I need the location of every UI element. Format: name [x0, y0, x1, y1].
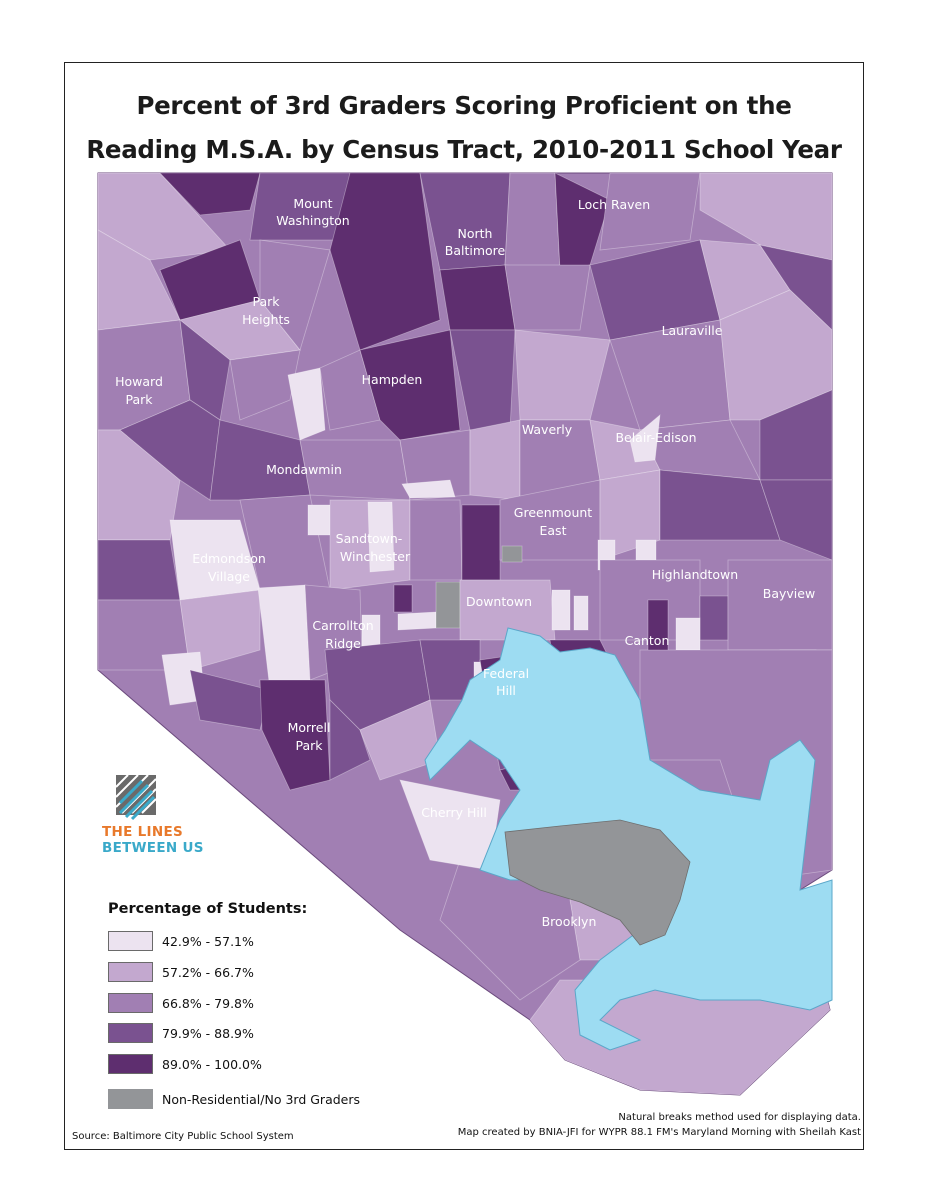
tract [439, 264, 516, 331]
tract [229, 349, 301, 421]
tract [367, 501, 395, 573]
label-park-heights-2: Heights [242, 312, 290, 327]
logo-text-line-1: THE LINES [102, 824, 183, 840]
tract [469, 419, 521, 501]
method-note: Natural breaks method used for displayin… [618, 1112, 861, 1123]
legend-swatch [108, 1089, 153, 1109]
legend-label: 89.0% - 100.0% [162, 1056, 262, 1072]
label-carrollton-1: Carrollton [312, 618, 373, 633]
tract [329, 699, 371, 781]
legend-label: 79.9% - 88.9% [162, 1025, 254, 1041]
label-mount-washington-1: Mount [293, 196, 332, 211]
logo-text-line-2: BETWEEN US [102, 840, 204, 856]
legend-swatch [108, 931, 153, 951]
legend-label: 57.2% - 66.7% [162, 964, 254, 980]
tract [759, 389, 832, 481]
label-howard-park-1: Howard [115, 374, 163, 389]
label-carrollton-2: Ridge [325, 636, 361, 651]
label-cherry-hill: Cherry Hill [421, 805, 487, 820]
legend-swatch [108, 1054, 153, 1074]
tract [727, 559, 832, 651]
tract [504, 264, 591, 331]
tract [329, 173, 441, 351]
label-mondawmin: Mondawmin [266, 462, 342, 477]
map-title: Percent of 3rd Graders Scoring Proficien… [64, 84, 864, 172]
label-bayview: Bayview [763, 586, 815, 601]
tract [359, 329, 461, 441]
tract [393, 584, 413, 613]
label-downtown: Downtown [466, 594, 532, 609]
label-edmondson-2: Village [208, 569, 250, 584]
label-howard-park-2: Park [125, 392, 153, 407]
tract [397, 611, 437, 631]
non-residential-area [504, 819, 691, 946]
label-north-baltimore-1: North [458, 226, 493, 241]
tract [435, 581, 461, 629]
legend-swatch [108, 993, 153, 1013]
legend-title: Percentage of Students: [108, 901, 308, 917]
label-park-heights-1: Park [252, 294, 280, 309]
label-morrell-park-1: Morrell [288, 720, 331, 735]
source-note: Source: Baltimore City Public School Sys… [72, 1131, 294, 1142]
label-north-baltimore-2: Baltimore [445, 243, 506, 258]
tract [98, 539, 181, 601]
tract [759, 479, 832, 561]
label-greenmount-east-1: Greenmount [514, 505, 593, 520]
label-sandtown-2: Winchester [340, 549, 411, 564]
credit-note: Map created by BNIA-JFI for WYPR 88.1 FM… [457, 1127, 861, 1138]
tract [504, 173, 561, 271]
label-sandtown-1: Sandtown- [336, 531, 403, 546]
legend-item: 42.9% - 57.1% [108, 930, 254, 952]
tract [409, 499, 463, 581]
tract [629, 414, 661, 463]
legend-item: 66.8% - 79.8% [108, 992, 254, 1014]
label-edmondson-1: Edmondson [192, 551, 266, 566]
label-federal-hill-2: Hill [496, 683, 516, 698]
label-loch-raven: Loch Raven [578, 197, 650, 212]
tract [98, 173, 231, 261]
label-brooklyn: Brooklyn [542, 914, 597, 929]
tract [259, 679, 331, 791]
label-lauraville: Lauraville [662, 323, 723, 338]
label-canton: Canton [625, 633, 670, 648]
legend-item: 57.2% - 66.7% [108, 961, 254, 983]
title-line-2: Reading M.S.A. by Census Tract, 2010-201… [86, 135, 842, 164]
tract [599, 173, 701, 251]
tract [573, 595, 589, 631]
label-morrell-park-2: Park [295, 738, 323, 753]
the-lines-between-us-logo-icon [115, 774, 157, 821]
tract [401, 479, 456, 499]
tract [287, 367, 326, 441]
label-hampden: Hampden [362, 372, 423, 387]
legend-swatch [108, 1023, 153, 1043]
tract [699, 595, 729, 641]
label-federal-hill-1: Federal [483, 666, 529, 681]
legend-swatch [108, 962, 153, 982]
legend-label: Non-Residential/No 3rd Graders [162, 1091, 361, 1107]
title-line-1: Percent of 3rd Graders Scoring Proficien… [136, 91, 792, 120]
tract [189, 669, 271, 731]
tract [159, 173, 261, 216]
label-greenmount-east-2: East [540, 523, 567, 538]
tract [675, 617, 701, 651]
label-mount-washington-2: Washington [276, 213, 349, 228]
tract [98, 429, 181, 541]
legend-item: Non-Residential/No 3rd Graders [108, 1088, 360, 1110]
label-belair-edison: Belair-Edison [615, 430, 696, 445]
label-waverly: Waverly [522, 422, 573, 437]
legend-item: 89.0% - 100.0% [108, 1053, 262, 1075]
tract [551, 589, 571, 631]
legend-item: 79.9% - 88.9% [108, 1022, 254, 1044]
tract [179, 589, 261, 671]
tract [501, 545, 523, 563]
tract [461, 504, 501, 581]
tract [759, 244, 832, 331]
label-highlandtown: Highlandtown [652, 567, 738, 582]
legend-label: 66.8% - 79.8% [162, 995, 254, 1011]
legend-label: 42.9% - 57.1% [162, 933, 254, 949]
